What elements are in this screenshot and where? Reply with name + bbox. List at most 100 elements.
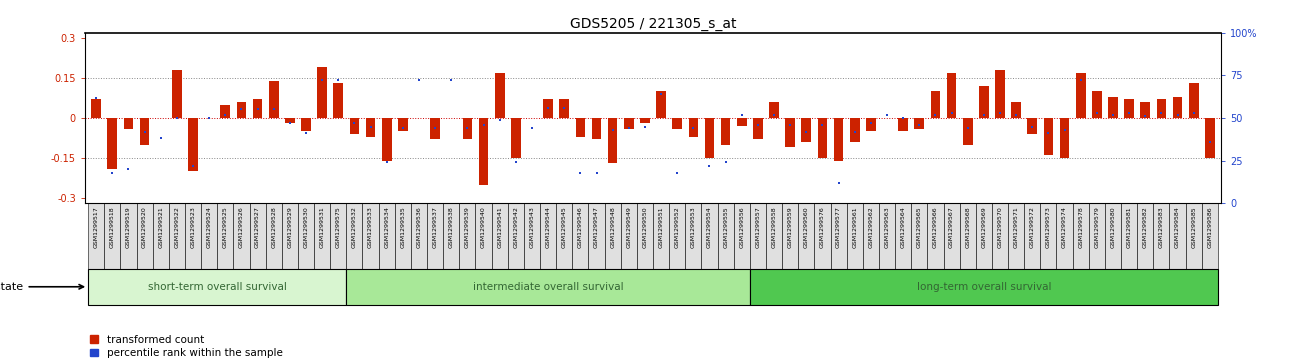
Text: GSM1299561: GSM1299561 [853,207,857,248]
Bar [1072,203,1089,269]
Text: GSM1299538: GSM1299538 [449,207,453,248]
Bar [717,203,734,269]
Point [231,107,252,113]
Bar [769,102,778,118]
Text: GSM1299556: GSM1299556 [739,207,744,248]
Bar [750,203,767,269]
Point [1199,139,1220,145]
Bar [201,203,217,269]
Bar [1041,203,1057,269]
Point [942,110,963,116]
Bar [1089,203,1105,269]
Bar [508,203,524,269]
Text: GSM1299535: GSM1299535 [401,207,405,248]
Bar [931,91,940,118]
Text: GSM1299517: GSM1299517 [94,207,99,248]
Point [135,129,155,135]
Bar [124,118,133,129]
Point [925,112,946,118]
Bar [620,203,637,269]
Bar [1173,97,1182,118]
Point [1151,110,1171,116]
Text: GSM1299562: GSM1299562 [868,207,874,248]
Bar [236,102,247,118]
Text: GSM1299541: GSM1299541 [498,207,503,248]
Text: GSM1299578: GSM1299578 [1079,207,1083,248]
Bar [721,118,730,144]
Bar [686,203,701,269]
Text: GSM1299566: GSM1299566 [932,207,938,248]
Point [490,117,511,123]
Bar [669,203,686,269]
Bar [1157,99,1166,118]
Text: GSM1299522: GSM1299522 [175,207,179,248]
Text: GSM1299532: GSM1299532 [351,207,357,248]
Text: GSM1299559: GSM1299559 [788,207,793,248]
Bar [1121,203,1138,269]
Bar [366,118,375,136]
Bar [479,118,488,185]
Bar [460,203,475,269]
Bar [168,203,185,269]
Bar [1205,118,1215,158]
Text: GDS5205 / 221305_s_at: GDS5205 / 221305_s_at [569,17,737,31]
Text: GSM1299546: GSM1299546 [577,207,582,248]
Text: GSM1299525: GSM1299525 [223,207,227,248]
Point [1135,113,1156,119]
Point [893,115,914,121]
Point [424,125,445,131]
Point [909,122,930,128]
Bar [980,86,989,118]
Text: GSM1299519: GSM1299519 [125,207,131,248]
Point [602,127,623,133]
Point [328,78,349,83]
Bar [253,99,263,118]
Point [343,120,364,126]
Point [764,112,785,118]
Point [812,122,833,128]
Text: GSM1299554: GSM1299554 [707,207,712,248]
Bar [963,118,973,144]
Point [618,125,639,131]
Point [102,170,123,175]
Legend: transformed count, percentile rank within the sample: transformed count, percentile rank withi… [90,335,282,358]
Bar [104,203,120,269]
Text: GSM1299536: GSM1299536 [417,207,422,248]
Bar [592,118,601,139]
Text: GSM1299557: GSM1299557 [755,207,760,248]
Bar [1024,203,1041,269]
Bar [172,70,182,118]
Point [150,135,171,141]
Bar [188,118,199,171]
Bar [850,118,859,142]
Point [731,112,752,118]
Text: GSM1299533: GSM1299533 [368,207,374,248]
Text: GSM1299537: GSM1299537 [432,207,438,248]
Bar [282,203,298,269]
Point [376,159,397,165]
Bar [511,118,521,158]
Text: GSM1299544: GSM1299544 [546,207,551,248]
Text: short-term overall survival: short-term overall survival [148,282,287,292]
Bar [1028,118,1037,134]
Bar [330,203,346,269]
Bar [140,118,149,144]
Bar [785,118,795,147]
Bar [1169,203,1186,269]
Bar [1153,203,1169,269]
Point [1168,112,1188,118]
Point [295,130,316,136]
Point [667,170,688,175]
Point [392,125,413,131]
Bar [866,118,876,131]
Point [118,166,138,172]
Point [1087,110,1107,116]
Text: GSM1299579: GSM1299579 [1094,207,1100,248]
Point [973,112,994,118]
Text: GSM1299551: GSM1299551 [658,207,663,248]
Text: GSM1299530: GSM1299530 [303,207,308,248]
Text: GSM1299570: GSM1299570 [998,207,1003,248]
Bar [607,118,618,163]
Text: GSM1299543: GSM1299543 [529,207,534,248]
Bar [430,118,440,139]
